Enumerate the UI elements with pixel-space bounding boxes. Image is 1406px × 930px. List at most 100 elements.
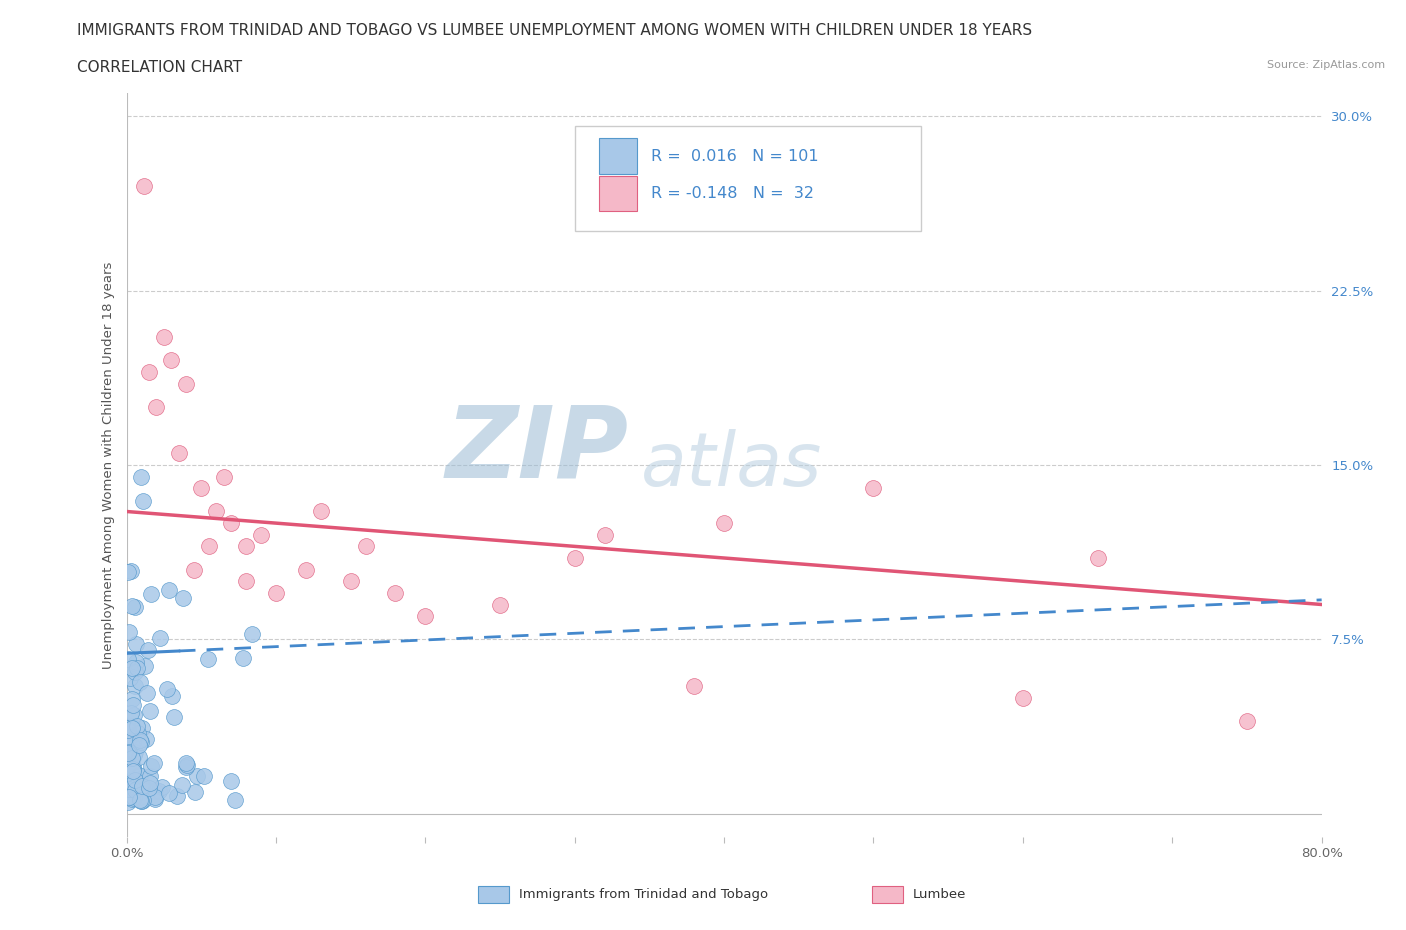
Point — [117, 565, 139, 579]
Point — [149, 631, 172, 646]
Point — [122, 780, 145, 795]
Point — [156, 682, 179, 697]
Point — [129, 674, 152, 689]
Point — [121, 691, 143, 706]
Point — [564, 551, 586, 565]
Point — [121, 660, 143, 675]
Point — [219, 515, 242, 530]
Point — [250, 527, 273, 542]
Text: Lumbee: Lumbee — [912, 888, 966, 901]
Point — [121, 751, 143, 765]
Point — [121, 791, 143, 806]
Point — [125, 718, 148, 733]
Point — [264, 586, 287, 601]
Point — [125, 660, 148, 675]
Point — [120, 730, 142, 745]
Text: atlas: atlas — [640, 429, 823, 501]
Point — [129, 794, 152, 809]
Point — [224, 792, 246, 807]
Point — [184, 784, 207, 799]
Point — [139, 587, 162, 602]
Point — [131, 792, 153, 807]
Point — [131, 778, 153, 793]
Point — [131, 794, 153, 809]
Text: IMMIGRANTS FROM TRINIDAD AND TOBAGO VS LUMBEE UNEMPLOYMENT AMONG WOMEN WITH CHIL: IMMIGRANTS FROM TRINIDAD AND TOBAGO VS L… — [77, 23, 1032, 38]
Point — [174, 759, 197, 774]
Point — [176, 757, 198, 772]
Point — [159, 582, 181, 597]
Point — [240, 627, 263, 642]
Point — [120, 751, 142, 765]
FancyBboxPatch shape — [575, 126, 921, 231]
Point — [166, 789, 188, 804]
Point — [118, 790, 141, 804]
Point — [415, 609, 437, 624]
Point — [124, 772, 146, 787]
Point — [124, 600, 146, 615]
Point — [1087, 551, 1109, 565]
Point — [117, 774, 139, 789]
Point — [143, 792, 166, 807]
Y-axis label: Unemployment Among Women with Children Under 18 years: Unemployment Among Women with Children U… — [103, 261, 115, 669]
Point — [339, 574, 361, 589]
Point — [153, 330, 176, 345]
Point — [128, 750, 150, 764]
Point — [118, 774, 141, 789]
Point — [713, 515, 735, 530]
Point — [128, 768, 150, 783]
Point — [122, 758, 145, 773]
Point — [122, 707, 145, 722]
Point — [145, 400, 167, 415]
Point — [219, 773, 242, 788]
Point — [125, 636, 148, 651]
Point — [143, 790, 166, 804]
Point — [186, 769, 208, 784]
Point — [235, 574, 257, 589]
Point — [183, 562, 205, 577]
Point — [384, 586, 406, 601]
Point — [124, 665, 146, 680]
Point — [172, 777, 194, 792]
Point — [122, 764, 145, 778]
Point — [117, 722, 139, 737]
Point — [235, 539, 257, 554]
Point — [134, 658, 156, 673]
Point — [150, 779, 173, 794]
Point — [212, 469, 235, 484]
Point — [1236, 713, 1258, 728]
Text: Immigrants from Trinidad and Tobago: Immigrants from Trinidad and Tobago — [519, 888, 768, 901]
Text: R = -0.148   N =  32: R = -0.148 N = 32 — [651, 186, 814, 201]
Point — [143, 756, 166, 771]
Point — [197, 651, 219, 666]
Point — [139, 768, 162, 783]
Point — [138, 365, 160, 379]
Point — [124, 783, 146, 798]
Point — [117, 733, 139, 748]
Point — [117, 651, 139, 666]
Point — [163, 710, 186, 724]
Point — [125, 655, 148, 670]
Point — [174, 755, 197, 770]
Point — [354, 539, 377, 554]
Point — [134, 179, 156, 193]
Point — [174, 377, 197, 392]
Point — [160, 689, 183, 704]
Point — [124, 678, 146, 693]
Point — [135, 731, 157, 746]
Point — [117, 746, 139, 761]
Point — [172, 591, 194, 605]
Text: ZIP: ZIP — [446, 402, 628, 498]
Point — [193, 768, 215, 783]
Point — [121, 719, 143, 734]
Point — [118, 624, 141, 639]
Point — [122, 762, 145, 777]
Point — [132, 779, 155, 794]
Point — [129, 792, 152, 807]
Point — [118, 671, 141, 685]
Point — [309, 504, 332, 519]
Point — [122, 734, 145, 749]
Point — [1011, 690, 1033, 705]
Point — [120, 706, 142, 721]
Text: Source: ZipAtlas.com: Source: ZipAtlas.com — [1267, 60, 1385, 71]
Point — [135, 686, 157, 701]
